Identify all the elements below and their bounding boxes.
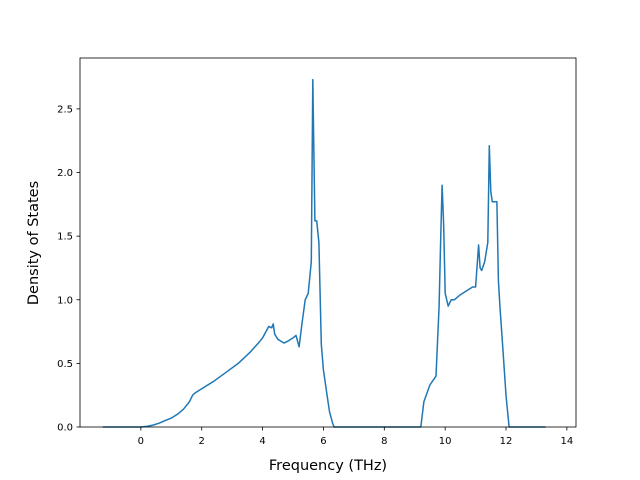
y-tick-label-2: 2.0 — [57, 168, 73, 179]
x-tick-label-0: 0 — [138, 436, 144, 447]
x-tick-label-6: 6 — [320, 436, 326, 447]
plot-area: 0 2 4 6 8 10 12 14 0.0 0.5 1.0 1.5 2.0 2.5 — [57, 57, 577, 447]
x-tick-label-4: 4 — [259, 436, 265, 447]
x-tick-label-14: 14 — [561, 436, 574, 447]
y-axis-label: Density of States — [26, 181, 42, 305]
x-axis-label: Frequency (THz) — [269, 458, 387, 474]
y-tick-label-0: 0.0 — [57, 423, 73, 434]
axes-frame — [79, 57, 577, 428]
x-tick-label-10: 10 — [439, 436, 452, 447]
y-tick-label-0.5: 0.5 — [57, 359, 73, 370]
series-line-0 — [102, 78, 546, 428]
y-tick-label-1.5: 1.5 — [57, 232, 73, 243]
x-tick-label-2: 2 — [199, 436, 205, 447]
x-tick-label-8: 8 — [381, 436, 387, 447]
y-tick-label-2.5: 2.5 — [57, 104, 73, 115]
y-tick-label-1: 1.0 — [57, 295, 73, 306]
x-tick-label-12: 12 — [500, 436, 513, 447]
